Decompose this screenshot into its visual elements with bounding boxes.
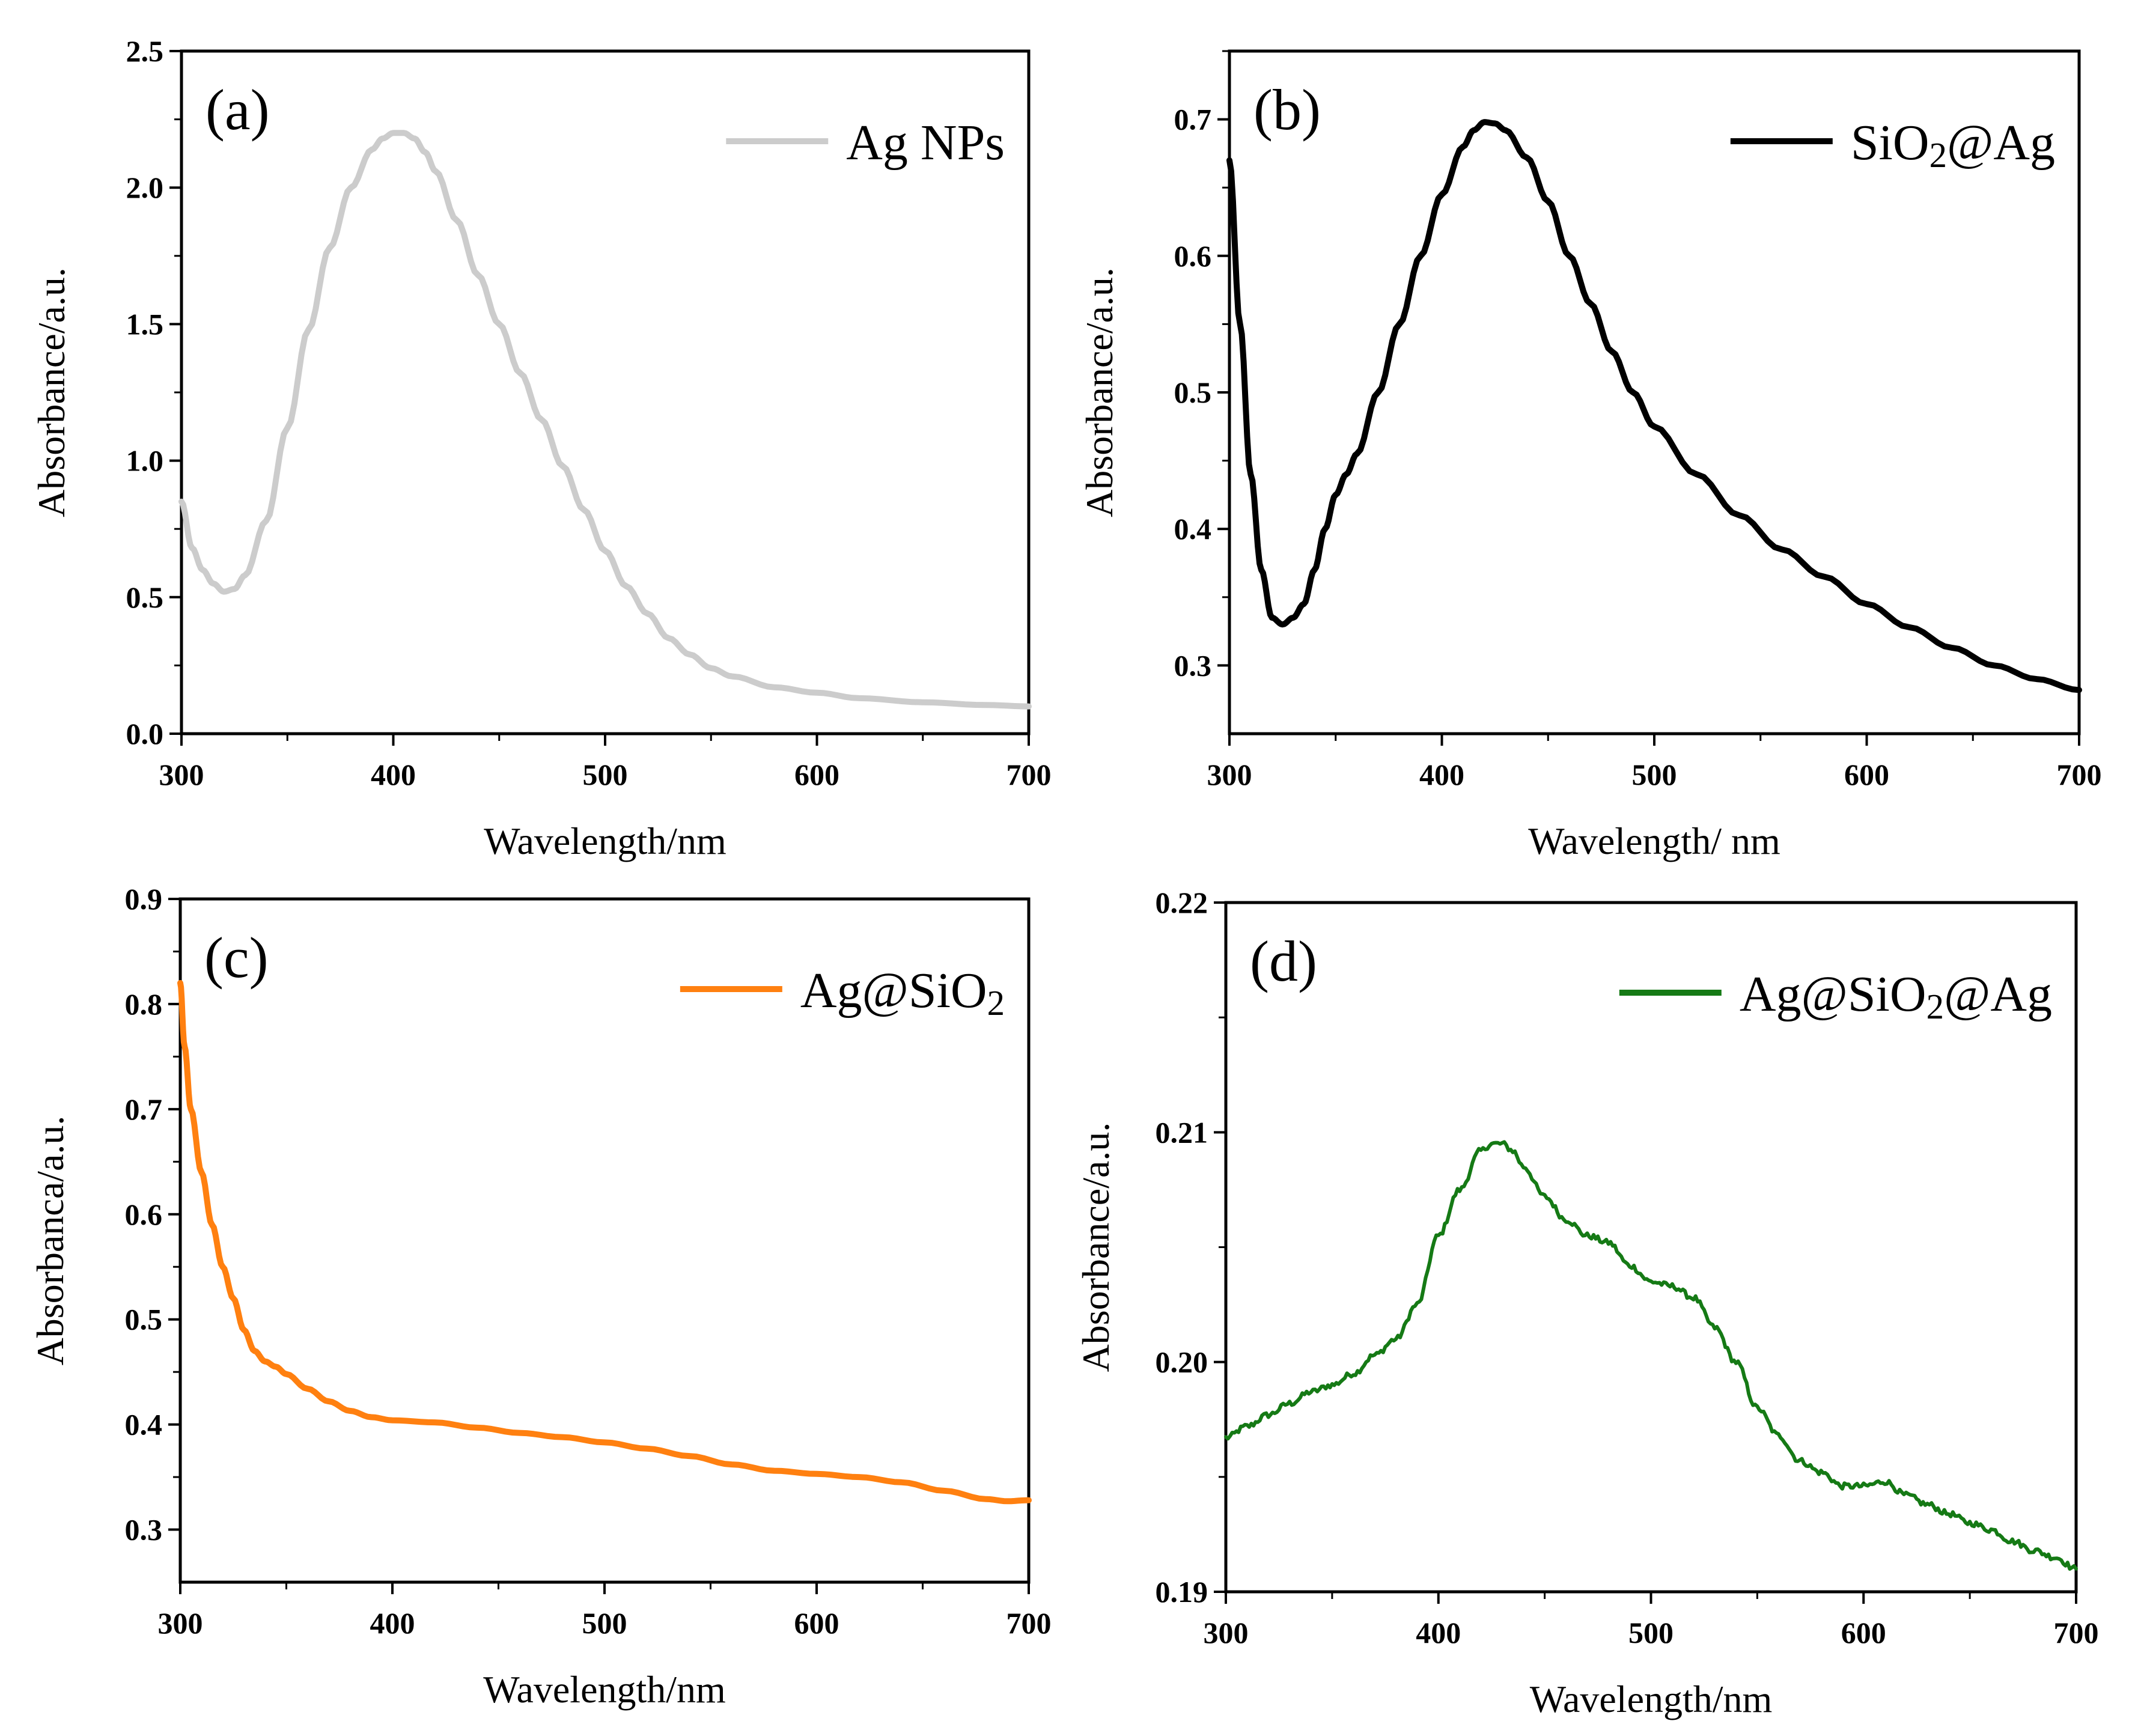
x-axis-title: Wavelength/ nm (1528, 820, 1780, 862)
series-line (178, 130, 1032, 710)
x-tick-label: 600 (1841, 1616, 1886, 1649)
y-tick-label: 0.3 (125, 1513, 163, 1547)
y-tick-label: 0.7 (1174, 103, 1212, 136)
x-tick-label: 400 (1416, 1616, 1461, 1649)
legend-label: SiO2@Ag (1851, 115, 2055, 175)
y-tick-label: 0.4 (1174, 512, 1212, 546)
chart-panel-d: 300 400 500 600 700 0.19 0.20 0.21 0.22 Wavelengt… (1074, 886, 2099, 1720)
panel-label: (b) (1253, 78, 1321, 142)
series-line (1226, 119, 2082, 693)
y-axis-title: Absorbance/a.u. (1074, 1122, 1117, 1372)
series-line (1224, 1140, 2078, 1571)
y-tick-label: 0.6 (125, 1198, 163, 1231)
x-tick-label: 400 (370, 1606, 415, 1640)
y-tick-label: 0.9 (125, 882, 163, 916)
x-tick-label: 700 (1007, 758, 1052, 791)
y-tick-label: 1.0 (126, 444, 164, 478)
x-tick-label: 700 (1007, 1606, 1052, 1640)
y-tick-label: 0.5 (1174, 376, 1212, 409)
x-tick-label: 300 (159, 758, 204, 791)
x-tick-label: 600 (1844, 758, 1889, 791)
legend-label: Ag@SiO2 (800, 963, 1005, 1023)
chart-panel-c: 300 400 500 600 700 0.3 0.4 0.5 0.6 0.7 0.8 0.9 Wave… (29, 882, 1052, 1711)
x-tick-label: 300 (158, 1606, 203, 1640)
x-axis-title: Wavelength/nm (484, 820, 726, 862)
y-tick-label: 0.20 (1156, 1345, 1208, 1379)
x-tick-label: 300 (1207, 758, 1252, 791)
x-tick-label: 300 (1204, 1616, 1249, 1649)
x-tick-label: 700 (2054, 1616, 2099, 1649)
legend-label: Ag@SiO2@Ag (1740, 966, 2052, 1026)
panel-label: (a) (206, 78, 270, 142)
chart-panel-b: 300 400 500 600 700 0.3 0.4 0.5 0.6 0.7 Wavelength… (1078, 49, 2102, 862)
x-tick-label: 500 (1632, 758, 1677, 791)
x-tick-label: 500 (583, 758, 628, 791)
y-axis-title: Absorbance/a.u. (1078, 267, 1121, 517)
y-tick-label: 0.19 (1156, 1575, 1208, 1609)
y-tick-label: 0.22 (1156, 886, 1208, 919)
y-axis-title: Absorbanca/a.u. (29, 1116, 72, 1366)
y-tick-label: 0.21 (1156, 1115, 1208, 1149)
series-line (177, 979, 1032, 1505)
y-tick-label: 2.0 (126, 171, 164, 204)
panel-label: (c) (204, 925, 269, 990)
y-tick-label: 0.6 (1174, 239, 1212, 273)
y-tick-label: 0.5 (126, 580, 164, 614)
x-tick-label: 500 (1628, 1616, 1674, 1649)
y-axis-title: Absorbance/a.u. (30, 267, 73, 517)
y-tick-label: 0.3 (1174, 648, 1212, 682)
y-tick-label: 0.5 (125, 1303, 163, 1336)
x-tick-label: 400 (1419, 758, 1464, 791)
y-tick-label: 0.4 (125, 1408, 163, 1442)
legend-label: Ag NPs (846, 115, 1005, 171)
chart-panel-a: 300 400 500 600 700 0.0 0.5 1.0 1.5 2.0 2.5 Wavelen… (30, 34, 1052, 862)
x-tick-label: 600 (794, 1606, 839, 1640)
y-tick-label: 1.5 (126, 307, 164, 341)
y-tick-label: 0.7 (125, 1092, 163, 1126)
x-axis-title: Wavelength/nm (483, 1668, 726, 1711)
x-tick-label: 700 (2057, 758, 2102, 791)
y-tick-label: 0.0 (126, 717, 164, 751)
y-tick-label: 2.5 (126, 34, 164, 68)
x-tick-label: 600 (794, 758, 839, 791)
x-axis-title: Wavelength/nm (1530, 1678, 1773, 1720)
x-tick-label: 500 (582, 1606, 627, 1640)
panel-label: (d) (1250, 929, 1317, 993)
y-tick-label: 0.8 (125, 987, 163, 1021)
x-tick-label: 400 (371, 758, 416, 791)
